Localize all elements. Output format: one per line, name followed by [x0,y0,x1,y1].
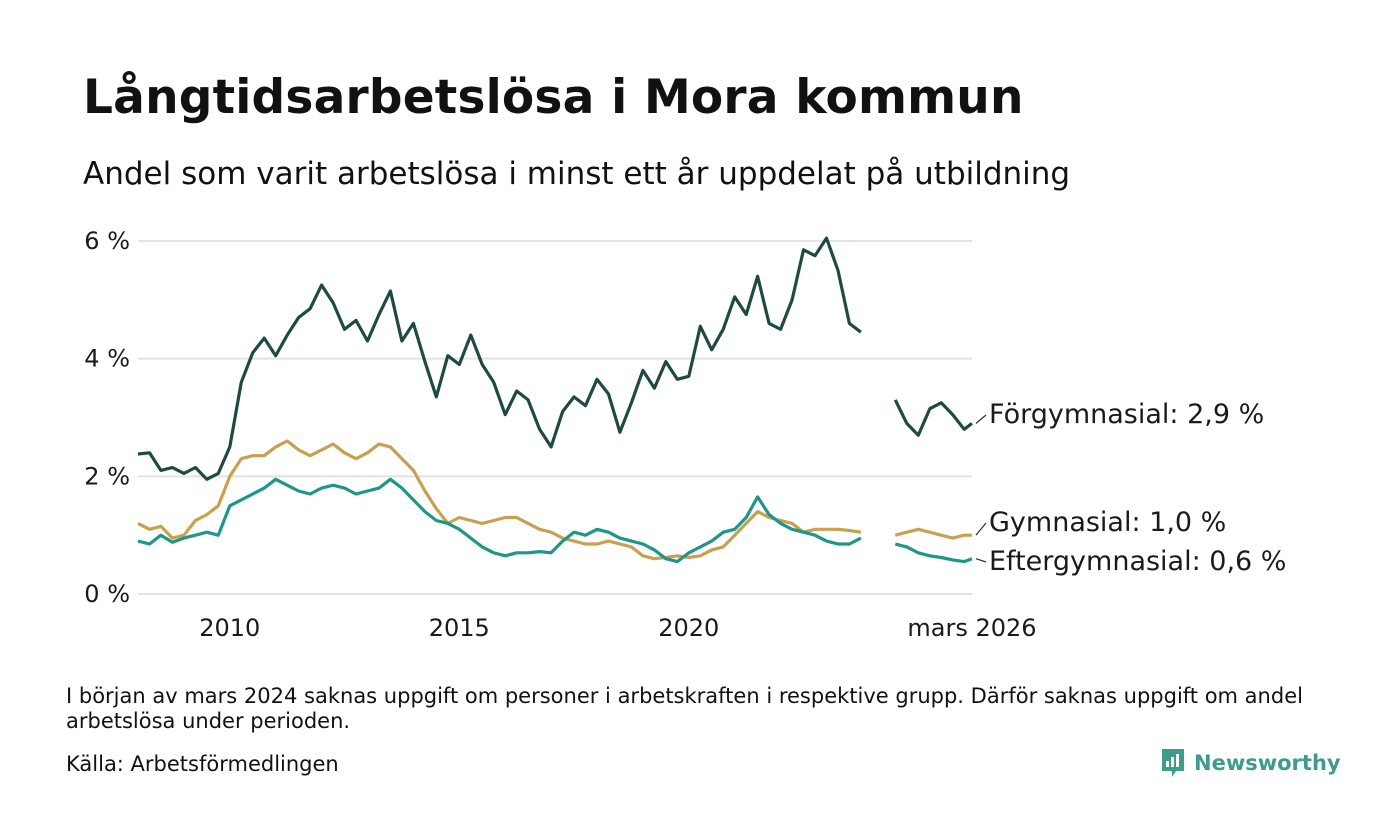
series-line-gymnasial [137,439,862,561]
chart-subtitle: Andel som varit arbetslösa i minst ett å… [83,156,1071,192]
x-tick-label: mars 2026 [907,614,1036,642]
x-axis: 2010 2015 2020 mars 2026 [199,614,1036,642]
newsworthy-logo-text: Newsworthy [1194,751,1341,775]
line-chart: 0 % 2 % 4 % 6 % 2010 2015 2020 mars 2026 Förgy… [84,227,1286,642]
series-line-eftergymnasial [894,542,973,564]
x-tick-label: 2010 [199,614,260,642]
newsworthy-logo: Newsworthy [1160,747,1341,779]
y-axis: 0 % 2 % 4 % 6 % [84,227,130,608]
series-line-eftergymnasial [137,477,862,564]
label-leader-line [975,414,987,424]
chart-title: Långtidsarbetslösa i Mora kommun [83,70,1024,125]
y-tick-label: 2 % [84,462,130,490]
y-tick-label: 4 % [84,345,130,373]
series-line-gymnasial [894,527,972,540]
series-line-förgymnasial [893,399,973,437]
y-tick-label: 6 % [84,227,130,255]
series-end-labels: Förgymnasial: 2,9 % Gymnasial: 1,0 % Efter… [975,399,1286,577]
series-label-förgymnasial: Förgymnasial: 2,9 % [989,399,1264,430]
y-tick-label: 0 % [84,580,130,608]
newsworthy-logo-icon [1162,749,1184,777]
grid-lines [138,240,972,595]
source-note: Källa: Arbetsförmedlingen [66,752,339,776]
x-tick-label: 2020 [658,614,719,642]
series-line-förgymnasial [137,236,862,481]
series-lines [137,236,973,564]
label-leader-line [975,522,987,536]
label-leader-line [975,558,987,563]
footnote: I början av mars 2024 saknas uppgift om … [66,684,1303,733]
series-label-gymnasial: Gymnasial: 1,0 % [989,507,1226,538]
x-tick-label: 2015 [429,614,490,642]
series-label-eftergymnasial: Eftergymnasial: 0,6 % [989,546,1286,577]
